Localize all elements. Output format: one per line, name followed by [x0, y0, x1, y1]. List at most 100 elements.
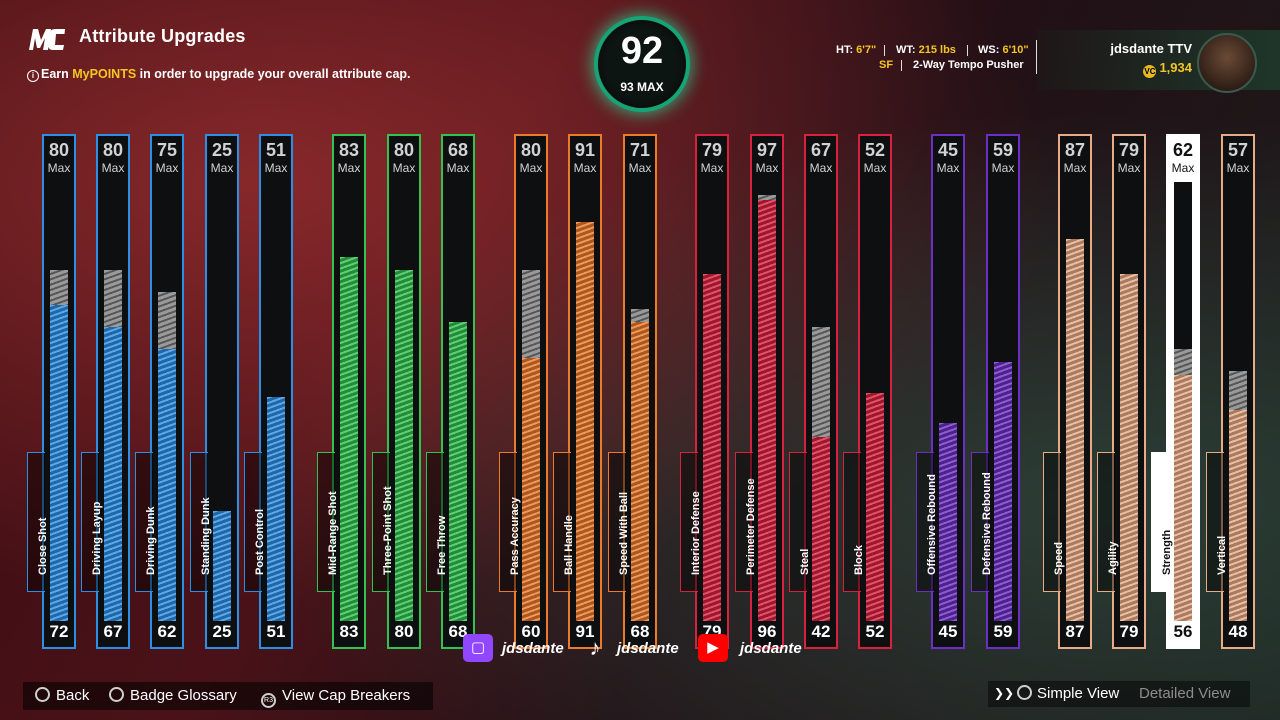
- attribute-max-label: Max: [1226, 161, 1250, 175]
- r3-button-icon: R3: [261, 693, 276, 708]
- attribute-name: Speed: [1052, 541, 1065, 575]
- attribute-max-label: Max: [573, 161, 597, 175]
- triangle-button-icon: [1017, 685, 1032, 700]
- attribute-current-fill: [1229, 410, 1247, 621]
- attribute-label-tab: Post Control: [244, 452, 266, 592]
- simple-view-tab[interactable]: Simple View: [1017, 685, 1119, 702]
- ht-label: HT:: [836, 44, 854, 56]
- divider: [967, 45, 968, 56]
- attribute-max-value: 71: [629, 140, 651, 160]
- attribute-bar[interactable]: 80 Max 60 Pass Accuracy: [499, 134, 548, 649]
- attribute-max-label: Max: [936, 161, 960, 175]
- footer-controls: Back Badge Glossary R3 View Cap Breakers: [23, 682, 433, 710]
- attribute-name: Mid-Range Shot: [326, 491, 339, 575]
- attribute-max-value: 80: [393, 140, 415, 160]
- bio-archetype: 2-Way Tempo Pusher: [913, 59, 1024, 71]
- attribute-track: [939, 182, 957, 621]
- wt-label: WT:: [896, 44, 916, 56]
- attribute-label-tab: Three-Point Shot: [372, 452, 394, 592]
- mycareer-logo: [29, 29, 65, 50]
- attribute-bar[interactable]: 57 Max 48 Vertical: [1206, 134, 1255, 649]
- attribute-bar[interactable]: 75 Max 62 Driving Dunk: [135, 134, 184, 649]
- attribute-track: [703, 182, 721, 621]
- attribute-current-value: 68: [630, 622, 650, 641]
- subtitle-prefix: Earn: [41, 67, 73, 81]
- attribute-max-value: 67: [810, 140, 832, 160]
- attribute-current-value: 56: [1173, 622, 1193, 641]
- attribute-current-fill: [267, 397, 285, 621]
- attribute-max-value: 62: [1172, 140, 1194, 160]
- twitch-handle: jdsdante: [502, 640, 564, 657]
- attribute-current-fill: [758, 199, 776, 621]
- player-name: jdsdante TTV: [1110, 41, 1192, 56]
- attribute-bar[interactable]: 79 Max 79 Interior Defense: [680, 134, 729, 649]
- attribute-track: [104, 182, 122, 621]
- ws-value: 6'10": [1002, 44, 1029, 56]
- attribute-name: Three-Point Shot: [381, 486, 394, 575]
- attribute-label-tab: Pass Accuracy: [499, 452, 521, 592]
- attribute-name: Offensive Rebound: [925, 474, 938, 575]
- attribute-current-fill: [939, 423, 957, 621]
- attribute-bar[interactable]: 59 Max 59 Defensive Rebound: [971, 134, 1020, 649]
- attribute-bar[interactable]: 51 Max 51 Post Control: [244, 134, 293, 649]
- attribute-max-value: 80: [48, 140, 70, 160]
- attribute-current-fill: [994, 362, 1012, 621]
- attribute-bar[interactable]: 79 Max 79 Agility: [1097, 134, 1146, 649]
- attribute-current-fill: [213, 511, 231, 621]
- attribute-bar[interactable]: 80 Max 67 Driving Layup: [81, 134, 130, 649]
- attribute-bar[interactable]: 83 Max 83 Mid-Range Shot: [317, 134, 366, 649]
- badge-glossary-button[interactable]: Badge Glossary: [109, 687, 237, 704]
- ws-label: WS:: [978, 44, 1000, 56]
- attribute-label-tab: Perimeter Defense: [735, 452, 757, 592]
- vc-balance: VC 1,934: [1143, 60, 1192, 78]
- attribute-current-value: 48: [1228, 622, 1248, 641]
- overall-rating-badge: 92 93 MAX: [598, 20, 686, 108]
- divider: [884, 45, 885, 56]
- detailed-view-tab[interactable]: Detailed View: [1139, 685, 1231, 702]
- attribute-max-value: 97: [756, 140, 778, 160]
- attribute-bar[interactable]: 71 Max 68 Speed With Ball: [608, 134, 657, 649]
- attribute-bar[interactable]: 97 Max 96 Perimeter Defense: [735, 134, 784, 649]
- attribute-max-value: 59: [992, 140, 1014, 160]
- attribute-bar[interactable]: 80 Max 72 Close Shot: [27, 134, 76, 649]
- attribute-max-value: 79: [701, 140, 723, 160]
- circle-button-icon: [35, 687, 50, 702]
- attribute-track: [994, 182, 1012, 621]
- attribute-max-label: Max: [700, 161, 724, 175]
- attribute-max-label: Max: [519, 161, 543, 175]
- attribute-max-label: Max: [863, 161, 887, 175]
- attribute-current-value: 51: [266, 622, 286, 641]
- attribute-current-value: 96: [757, 622, 777, 641]
- attribute-max-value: 68: [447, 140, 469, 160]
- view-toggle: ❯❯ Simple View Detailed View: [988, 681, 1250, 707]
- subtitle-mypoints: MyPOINTS: [72, 67, 137, 81]
- back-button[interactable]: Back: [35, 687, 89, 704]
- attribute-bar[interactable]: 25 Max 25 Standing Dunk: [190, 134, 239, 649]
- attribute-bar[interactable]: 67 Max 42 Steal: [789, 134, 838, 649]
- attribute-label-tab: Free Throw: [426, 452, 448, 592]
- bio-height: HT: 6'7": [836, 44, 876, 56]
- attribute-max-label: Max: [264, 161, 288, 175]
- attribute-max-value: 25: [211, 140, 233, 160]
- attribute-bar[interactable]: 45 Max 45 Offensive Rebound: [916, 134, 965, 649]
- attribute-bar[interactable]: 68 Max 68 Free Throw: [426, 134, 475, 649]
- attribute-bar[interactable]: 80 Max 80 Three-Point Shot: [372, 134, 421, 649]
- view-cap-breakers-button[interactable]: R3 View Cap Breakers: [261, 687, 410, 708]
- attribute-bar[interactable]: 52 Max 52 Block: [843, 134, 892, 649]
- attribute-name: Strength: [1160, 529, 1173, 575]
- attribute-bar[interactable]: 62 Max 56 Strength: [1151, 134, 1200, 649]
- attribute-current-fill: [158, 348, 176, 621]
- attribute-max-label: Max: [155, 161, 179, 175]
- bio-position: SF: [879, 59, 893, 71]
- attribute-bar[interactable]: 87 Max 87 Speed: [1043, 134, 1092, 649]
- attribute-current-fill: [812, 436, 830, 621]
- attribute-track: [158, 182, 176, 621]
- subtitle-suffix: in order to upgrade your overall attribu…: [136, 67, 411, 81]
- attribute-max-label: Max: [446, 161, 470, 175]
- attribute-name: Block: [852, 545, 865, 575]
- attribute-bar[interactable]: 91 Max 91 Ball Handle: [553, 134, 602, 649]
- attribute-label-tab: Offensive Rebound: [916, 452, 938, 592]
- attribute-current-value: 45: [938, 622, 958, 641]
- attribute-name: Agility: [1106, 541, 1119, 575]
- attribute-max-label: Max: [1171, 161, 1195, 175]
